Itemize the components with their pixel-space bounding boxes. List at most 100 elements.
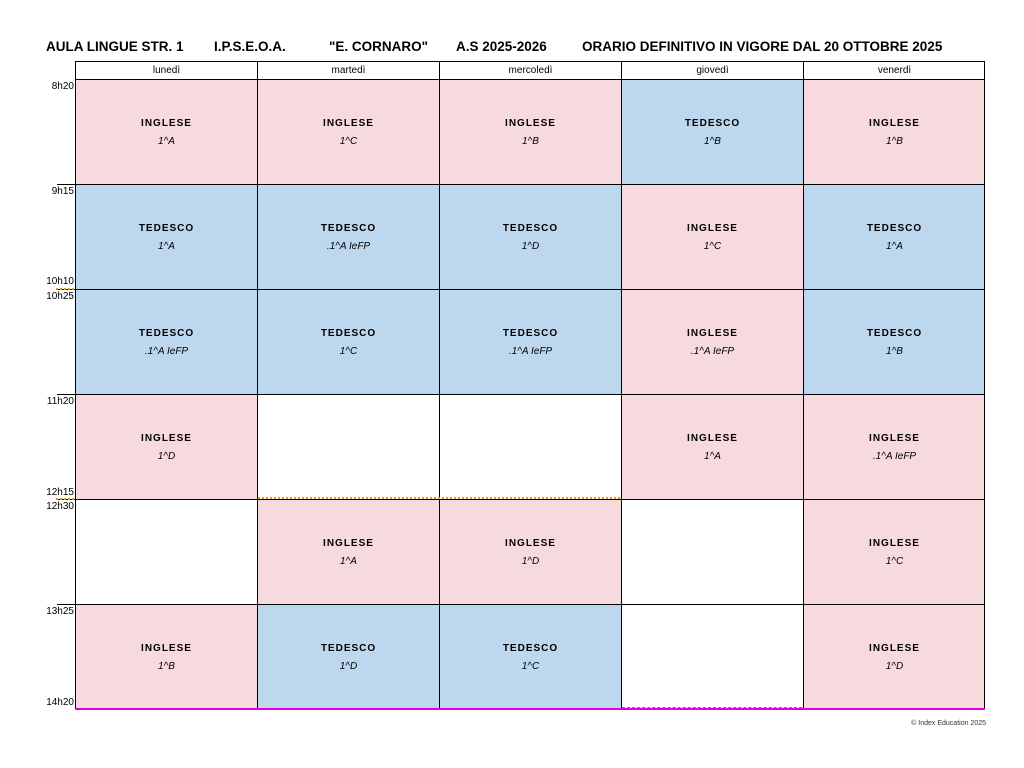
time-tick: [57, 604, 75, 605]
lesson-subject: INGLESE: [687, 328, 738, 339]
empty-slot: [439, 394, 621, 499]
lesson-subject: INGLESE: [869, 118, 920, 129]
lesson-cell: TEDESCO 1^B: [803, 289, 985, 394]
break-marker: [56, 498, 74, 500]
empty-slot: [75, 499, 257, 604]
time-label: 10h10: [46, 276, 74, 287]
lesson-subject: TEDESCO: [866, 328, 923, 339]
time-label: 13h25: [46, 606, 74, 617]
time-label: 11h20: [46, 396, 74, 407]
lesson-subject: INGLESE: [869, 538, 920, 549]
lesson-class: 1^B: [886, 136, 903, 147]
lesson-cell: INGLESE 1^A: [621, 394, 803, 499]
day-header: venerdì: [803, 61, 985, 79]
lesson-cell: TEDESCO .1^A IeFP: [75, 289, 257, 394]
lesson-cell: INGLESE .1^A IeFP: [621, 289, 803, 394]
time-tick: [57, 394, 75, 395]
lesson-cell: INGLESE 1^B: [439, 79, 621, 184]
school-name: "E. CORNARO": [329, 39, 429, 54]
lesson-class: 1^D: [521, 241, 540, 252]
lesson-class: 1^C: [339, 346, 358, 357]
lesson-subject: INGLESE: [687, 433, 738, 444]
lesson-subject: TEDESCO: [320, 223, 377, 234]
lesson-subject: INGLESE: [323, 118, 374, 129]
lesson-cell: INGLESE 1^A: [75, 79, 257, 184]
lesson-subject: TEDESCO: [502, 328, 559, 339]
lesson-class: 1^A: [158, 136, 175, 147]
lesson-cell: TEDESCO .1^A IeFP: [439, 289, 621, 394]
lesson-class: .1^A IeFP: [872, 451, 917, 462]
lesson-class: 1^D: [521, 556, 540, 567]
time-label: 12h15: [46, 487, 74, 498]
lesson-class: 1^D: [157, 451, 176, 462]
empty-slot: [621, 604, 803, 709]
timetable-grid: lunedì martedì mercoledì giovedì venerdì INGL…: [75, 61, 985, 710]
lesson-subject: TEDESCO: [502, 223, 559, 234]
school-year: A.S 2025-2026: [456, 39, 547, 54]
lesson-class: 1^B: [704, 136, 721, 147]
lesson-cell: INGLESE 1^C: [621, 184, 803, 289]
time-label: 12h30: [46, 501, 74, 512]
time-label: 10h25: [46, 291, 74, 302]
lesson-class: .1^A IeFP: [690, 346, 735, 357]
lesson-subject: INGLESE: [505, 118, 556, 129]
lesson-cell: TEDESCO .1^A IeFP: [257, 184, 439, 289]
lesson-cell: INGLESE 1^D: [75, 394, 257, 499]
lesson-cell: INGLESE 1^C: [257, 79, 439, 184]
lesson-subject: INGLESE: [505, 538, 556, 549]
lesson-cell: INGLESE 1^C: [803, 499, 985, 604]
lesson-subject: INGLESE: [687, 223, 738, 234]
lesson-subject: INGLESE: [141, 643, 192, 654]
lesson-class: 1^B: [158, 661, 175, 672]
lesson-subject: INGLESE: [869, 433, 920, 444]
lesson-cell: INGLESE .1^A IeFP: [803, 394, 985, 499]
lesson-cell: TEDESCO 1^D: [439, 184, 621, 289]
room-title: AULA LINGUE STR. 1: [46, 39, 184, 54]
day-header: martedì: [257, 61, 439, 79]
break-marker: [258, 497, 620, 499]
copyright-footer: © Index Education 2025: [911, 720, 986, 727]
lesson-class: 1^A: [704, 451, 721, 462]
lesson-subject: INGLESE: [323, 538, 374, 549]
lesson-cell: TEDESCO 1^C: [257, 289, 439, 394]
time-label: 14h20: [46, 697, 74, 708]
lesson-subject: TEDESCO: [320, 328, 377, 339]
lesson-cell: INGLESE 1^B: [803, 79, 985, 184]
lesson-cell: INGLESE 1^A: [257, 499, 439, 604]
page-header: AULA LINGUE STR. 1 I.P.S.E.O.A. "E. CORN…: [46, 39, 986, 57]
time-label: 8h20: [51, 81, 74, 92]
lesson-subject: TEDESCO: [138, 328, 195, 339]
lesson-class: 1^A: [886, 241, 903, 252]
time-label: 9h15: [51, 186, 74, 197]
lesson-cell: INGLESE 1^D: [439, 499, 621, 604]
lesson-class: 1^A: [340, 556, 357, 567]
time-tick: [57, 184, 75, 185]
lesson-cell: INGLESE 1^D: [803, 604, 985, 709]
lesson-subject: TEDESCO: [138, 223, 195, 234]
grid-right-border: [984, 61, 985, 709]
lesson-class: 1^C: [885, 556, 904, 567]
lesson-class: 1^B: [522, 136, 539, 147]
lesson-cell: TEDESCO 1^B: [621, 79, 803, 184]
lesson-subject: TEDESCO: [502, 643, 559, 654]
grid-bottom-border: [75, 708, 985, 710]
lesson-class: 1^A: [158, 241, 175, 252]
lesson-cell: TEDESCO 1^C: [439, 604, 621, 709]
empty-slot: [257, 394, 439, 499]
lesson-class: .1^A IeFP: [144, 346, 189, 357]
lesson-cell: TEDESCO 1^D: [257, 604, 439, 709]
lesson-class: 1^D: [885, 661, 904, 672]
school-type: I.P.S.E.O.A.: [214, 39, 286, 54]
lesson-subject: INGLESE: [141, 118, 192, 129]
day-header: lunedì: [75, 61, 257, 79]
day-header: giovedì: [621, 61, 803, 79]
lesson-cell: TEDESCO 1^A: [803, 184, 985, 289]
empty-slot: [621, 499, 803, 604]
lesson-subject: TEDESCO: [684, 118, 741, 129]
lesson-class: 1^C: [521, 661, 540, 672]
lesson-subject: INGLESE: [869, 643, 920, 654]
lesson-subject: TEDESCO: [320, 643, 377, 654]
dashed-marker: [622, 707, 802, 708]
timetable-title: ORARIO DEFINITIVO IN VIGORE DAL 20 OTTOB…: [582, 39, 943, 54]
lesson-subject: TEDESCO: [866, 223, 923, 234]
